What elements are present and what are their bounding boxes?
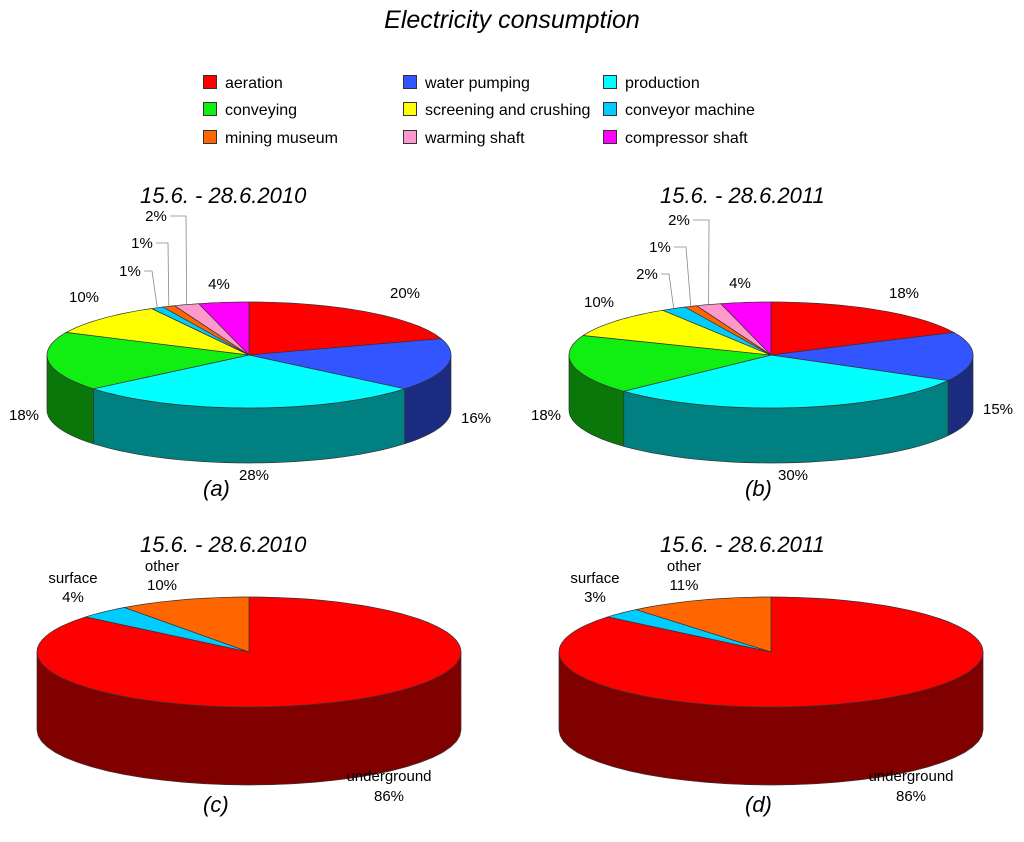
slice-label-conveying: 18% — [531, 407, 561, 424]
leader-line — [144, 270, 158, 308]
slice-label-surface-name: surface — [570, 570, 619, 587]
pie-slice-conveying — [46, 332, 250, 390]
legend-item-conveying: conveying — [203, 101, 297, 121]
leader-line — [693, 219, 710, 305]
legend-item-production: production — [603, 74, 700, 94]
slice-label-other-value: 10% — [147, 577, 177, 594]
slice-label-conveyor-machine: 1% — [119, 263, 141, 280]
legend-label: screening and crushing — [425, 102, 591, 119]
slice-label-conveyor-machine: 2% — [636, 266, 658, 283]
slice-label-water-pumping: 15% — [983, 401, 1013, 418]
pie-slice-production — [92, 354, 406, 409]
legend-label: mining museum — [225, 130, 338, 147]
slice-label-aeration: 18% — [889, 285, 919, 302]
legend-item-compressor-shaft: compressor shaft — [603, 129, 748, 149]
pie-slice-surface — [85, 607, 250, 653]
pie-slice-aeration — [770, 301, 955, 356]
pie-slice-production — [623, 354, 950, 409]
panel-label-d: (d) — [745, 792, 772, 817]
legend-label: warming shaft — [425, 130, 525, 147]
slice-label-warming-shaft: 2% — [145, 208, 167, 225]
legend-label: conveyor machine — [625, 102, 755, 119]
slice-label-water-pumping: 16% — [461, 410, 491, 427]
legend-swatch — [403, 101, 417, 116]
pie-slice-water-pumping — [248, 338, 452, 390]
pie-slice-other — [123, 596, 250, 653]
legend-label: water pumping — [425, 75, 530, 92]
figure-title: Electricity consumption — [384, 6, 640, 34]
legend-item-warming-shaft: warming shaft — [403, 129, 525, 149]
pie-slice-screening-and-crushing — [582, 309, 772, 356]
slice-label-underground-name: underground — [346, 768, 431, 785]
slice-label-surface-name: surface — [48, 570, 97, 587]
legend-label: aeration — [225, 75, 283, 92]
slice-label-surface-value: 4% — [62, 589, 84, 606]
chart-title-c: 15.6. - 28.6.2010 — [140, 532, 307, 557]
legend-swatch — [203, 129, 217, 144]
slice-label-warming-shaft: 2% — [668, 212, 690, 229]
slice-label-conveying: 18% — [9, 407, 39, 424]
legend-swatch — [203, 101, 217, 116]
slice-label-aeration: 20% — [390, 285, 420, 302]
legend-swatch — [403, 129, 417, 144]
panel-label-b: (b) — [745, 476, 772, 501]
pie-slice-conveying — [568, 335, 772, 392]
pie-slice-other — [635, 596, 772, 653]
chart-title-b: 15.6. - 28.6.2011 — [660, 183, 825, 208]
slice-label-underground-value: 86% — [374, 788, 404, 805]
pie-slice-aeration — [248, 301, 443, 356]
leader-line — [156, 242, 170, 307]
pie-slice-compressor-shaft — [198, 301, 250, 356]
slice-label-mining-museum: 1% — [131, 235, 153, 252]
leader-line — [170, 215, 187, 305]
slice-label-compressor-shaft: 4% — [729, 275, 751, 292]
legend-item-water-pumping: water pumping — [403, 74, 530, 94]
slice-label-production: 30% — [778, 467, 808, 484]
chart-title-d: 15.6. - 28.6.2011 — [660, 532, 825, 557]
pie-slice-water-pumping — [770, 332, 974, 381]
slice-label-other-name: other — [667, 558, 701, 575]
legend-swatch — [403, 74, 417, 89]
slice-label-other-value: 11% — [670, 577, 699, 594]
legend-swatch — [603, 101, 617, 116]
legend-item-aeration: aeration — [203, 74, 283, 94]
slice-label-other-name: other — [145, 558, 179, 575]
legend-label: production — [625, 75, 700, 92]
legend-item-mining-museum: mining museum — [203, 129, 338, 149]
chart-title-a: 15.6. - 28.6.2010 — [140, 183, 307, 208]
slice-label-surface-value: 3% — [584, 589, 606, 606]
slice-label-compressor-shaft: 4% — [208, 276, 230, 293]
leader-line — [661, 273, 675, 309]
slice-label-production: 28% — [239, 467, 269, 484]
slice-label-screening-and-crushing: 10% — [69, 289, 99, 306]
slice-label-screening-and-crushing: 10% — [584, 294, 614, 311]
legend-swatch — [203, 74, 217, 89]
slice-label-underground-name: underground — [868, 768, 953, 785]
legend-item-conveyor-machine: conveyor machine — [603, 101, 755, 121]
leader-line — [674, 246, 692, 307]
legend-swatch — [603, 129, 617, 144]
pie-slice-screening-and-crushing — [65, 308, 250, 356]
pie-slice-compressor-shaft — [720, 301, 772, 356]
panel-label-a: (a) — [203, 476, 230, 501]
legend-label: compressor shaft — [625, 130, 748, 147]
panel-label-c: (c) — [203, 792, 229, 817]
legend-swatch — [603, 74, 617, 89]
legend-label: conveying — [225, 102, 298, 119]
legend-item-screening: screening and crushing — [403, 101, 590, 121]
slice-label-underground-value: 86% — [896, 788, 926, 805]
pie-slice-surface — [607, 609, 772, 653]
slice-label-mining-museum: 1% — [649, 239, 671, 256]
